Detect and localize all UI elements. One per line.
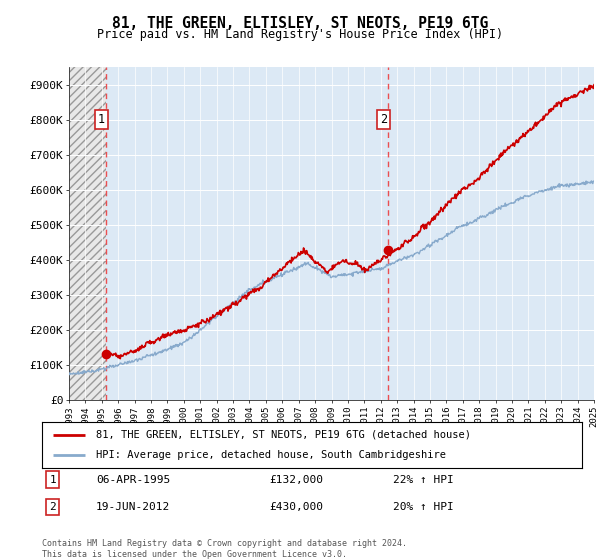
Text: HPI: Average price, detached house, South Cambridgeshire: HPI: Average price, detached house, Sout… <box>96 450 446 460</box>
Text: 19-JUN-2012: 19-JUN-2012 <box>96 502 170 512</box>
Text: £132,000: £132,000 <box>269 474 323 484</box>
Text: 2: 2 <box>380 113 387 127</box>
Text: 81, THE GREEN, ELTISLEY, ST NEOTS, PE19 6TG: 81, THE GREEN, ELTISLEY, ST NEOTS, PE19 … <box>112 16 488 31</box>
Text: Contains HM Land Registry data © Crown copyright and database right 2024.
This d: Contains HM Land Registry data © Crown c… <box>42 539 407 559</box>
Text: 1: 1 <box>98 113 105 127</box>
Text: 20% ↑ HPI: 20% ↑ HPI <box>393 502 454 512</box>
Text: 81, THE GREEN, ELTISLEY, ST NEOTS, PE19 6TG (detached house): 81, THE GREEN, ELTISLEY, ST NEOTS, PE19 … <box>96 430 471 440</box>
Text: 06-APR-1995: 06-APR-1995 <box>96 474 170 484</box>
Text: 22% ↑ HPI: 22% ↑ HPI <box>393 474 454 484</box>
Text: 1: 1 <box>49 474 56 484</box>
Text: Price paid vs. HM Land Registry's House Price Index (HPI): Price paid vs. HM Land Registry's House … <box>97 28 503 41</box>
Text: 2: 2 <box>49 502 56 512</box>
Text: £430,000: £430,000 <box>269 502 323 512</box>
